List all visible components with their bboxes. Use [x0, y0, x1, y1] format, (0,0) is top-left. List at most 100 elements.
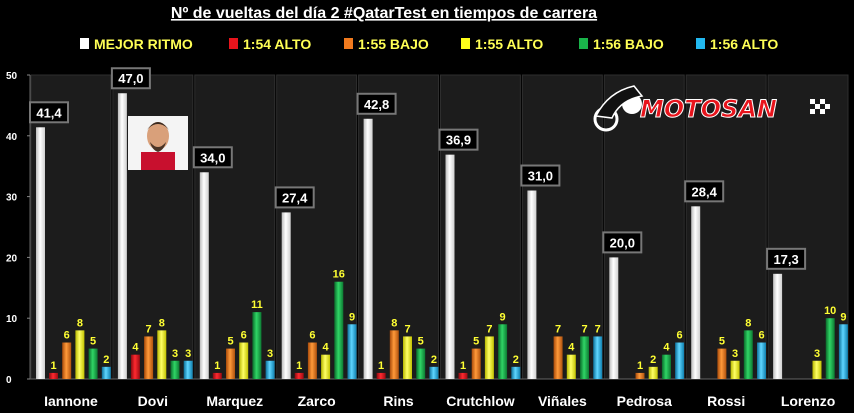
- bar-value-label: 3: [172, 348, 178, 360]
- bar-1-55-bajo: [307, 342, 317, 379]
- y-tick-label: 50: [6, 71, 18, 82]
- bar-value-label: 7: [581, 323, 587, 335]
- legend-swatch: [461, 38, 470, 49]
- bar-1-56-bajo: [252, 312, 262, 379]
- bar-value-label: 7: [146, 323, 152, 335]
- bar-value-label: 7: [486, 323, 492, 335]
- bar-value-label: 2: [513, 354, 519, 366]
- bar-value-label: 5: [418, 336, 424, 348]
- bar-value-label: 6: [758, 330, 764, 342]
- y-axis: 0 10 20 30 40 50: [6, 71, 849, 386]
- best-pace-label: 31,0: [528, 169, 553, 184]
- bar-value-label: 6: [241, 330, 247, 342]
- bar-value-label: 9: [500, 311, 506, 323]
- best-pace-label: 17,3: [773, 252, 798, 267]
- best-pace-label: 36,9: [446, 133, 471, 148]
- bar-value-label: 8: [77, 317, 83, 329]
- x-tick-label: Viñales: [538, 393, 587, 409]
- bar-1-56-bajo: [170, 360, 180, 379]
- bar-value-label: 2: [431, 354, 437, 366]
- bar-value-label: 5: [473, 336, 479, 348]
- best-pace-label: 20,0: [610, 235, 635, 250]
- bar-1-55-alto: [403, 336, 412, 379]
- bar-1-55-alto: [321, 354, 331, 379]
- bar-value-label: 10: [824, 305, 836, 317]
- bar-1-56-alto: [838, 324, 848, 379]
- bar-1-55-bajo: [62, 342, 72, 379]
- x-tick-label: Pedrosa: [617, 393, 672, 409]
- best-pace-label: 28,4: [692, 184, 718, 199]
- bar-value-label: 1: [214, 360, 220, 372]
- best-pace-label: 41,4: [36, 105, 62, 120]
- checkered-flag-icon: [810, 99, 830, 114]
- bars: [36, 93, 848, 380]
- best-pace-label-box: [110, 67, 151, 90]
- bar-value-label: 7: [555, 323, 561, 335]
- best-pace-label-box: [766, 247, 807, 270]
- bar-mejor-ritmo: [36, 127, 45, 380]
- bar-value-label: 2: [103, 354, 109, 366]
- legend-label: 1:54 ALTO: [243, 36, 311, 52]
- legend-label: 1:55 BAJO: [358, 36, 429, 52]
- legend-label: 1:56 ALTO: [710, 36, 778, 52]
- bar-1-56-alto: [429, 366, 439, 379]
- best-pace-label-box: [684, 180, 725, 203]
- logo-text: MOTOSAN: [640, 95, 777, 123]
- y-tick-label: 30: [6, 193, 18, 204]
- bar-mejor-ritmo: [117, 93, 127, 380]
- bar-1-54-alto: [294, 372, 304, 379]
- y-tick-label: 0: [6, 375, 12, 386]
- bar-value-label: 6: [309, 330, 315, 342]
- bar-value-label: 6: [677, 330, 683, 342]
- bar-1-55-bajo: [389, 330, 399, 379]
- bar-1-55-alto: [812, 360, 822, 379]
- bar-1-55-bajo: [226, 348, 235, 379]
- legend-swatch: [344, 38, 353, 49]
- legend-swatch: [579, 38, 588, 49]
- best-pace-label-box: [356, 92, 397, 115]
- bar-1-54-alto: [49, 372, 58, 379]
- motosan-logo: MOTOSAN: [593, 85, 830, 132]
- bar-1-56-alto: [265, 360, 275, 379]
- bar-1-56-alto: [511, 366, 521, 379]
- bar-1-56-bajo: [88, 348, 98, 379]
- best-pace-label: 27,4: [282, 190, 308, 205]
- x-tick-label: Zarco: [298, 393, 336, 409]
- chart-title: Nº de vueltas del día 2 #QatarTest en ti…: [171, 5, 597, 22]
- bar-1-56-bajo: [498, 324, 508, 379]
- bar-1-55-bajo: [717, 348, 727, 379]
- x-tick-label: Marquez: [206, 393, 263, 409]
- bar-1-56-bajo: [334, 281, 344, 379]
- bar-1-55-bajo: [471, 348, 481, 379]
- bar-1-55-bajo: [144, 336, 154, 379]
- bar-value-label: 1: [378, 360, 384, 372]
- x-tick-label: Crutchlow: [446, 393, 515, 409]
- rider-photo: [128, 116, 188, 170]
- bar-mejor-ritmo: [773, 273, 783, 379]
- bar-value-label: 11: [251, 299, 263, 311]
- bar-1-56-alto: [347, 324, 357, 379]
- bar-1-54-alto: [130, 354, 140, 379]
- bar-1-56-alto: [675, 342, 685, 379]
- bar-value-label: 4: [323, 342, 330, 354]
- x-tick-label: Rins: [383, 393, 414, 409]
- bar-value-label: 3: [185, 348, 191, 360]
- y-tick-label: 20: [6, 253, 18, 264]
- x-tick-label: Rossi: [707, 393, 745, 409]
- bar-value-label: 2: [650, 354, 656, 366]
- legend-swatch: [229, 38, 238, 49]
- legend-label: 1:55 ALTO: [475, 36, 543, 52]
- bar-value-label: 5: [90, 336, 96, 348]
- bar-value-label: 7: [595, 323, 601, 335]
- bar-value-label: 1: [50, 360, 56, 372]
- bar-1-55-bajo: [635, 372, 645, 379]
- bar-mejor-ritmo: [691, 206, 701, 379]
- bar-value-label: 4: [132, 342, 139, 354]
- best-pace-label: 47,0: [118, 71, 143, 86]
- bar-1-56-bajo: [661, 354, 671, 379]
- bar-1-54-alto: [376, 372, 386, 379]
- bar-mejor-ritmo: [445, 154, 455, 379]
- bar-value-label: 1: [637, 360, 643, 372]
- x-axis: Iannone Dovi Marquez Zarco Rins Crutchlow Viña…: [44, 393, 835, 409]
